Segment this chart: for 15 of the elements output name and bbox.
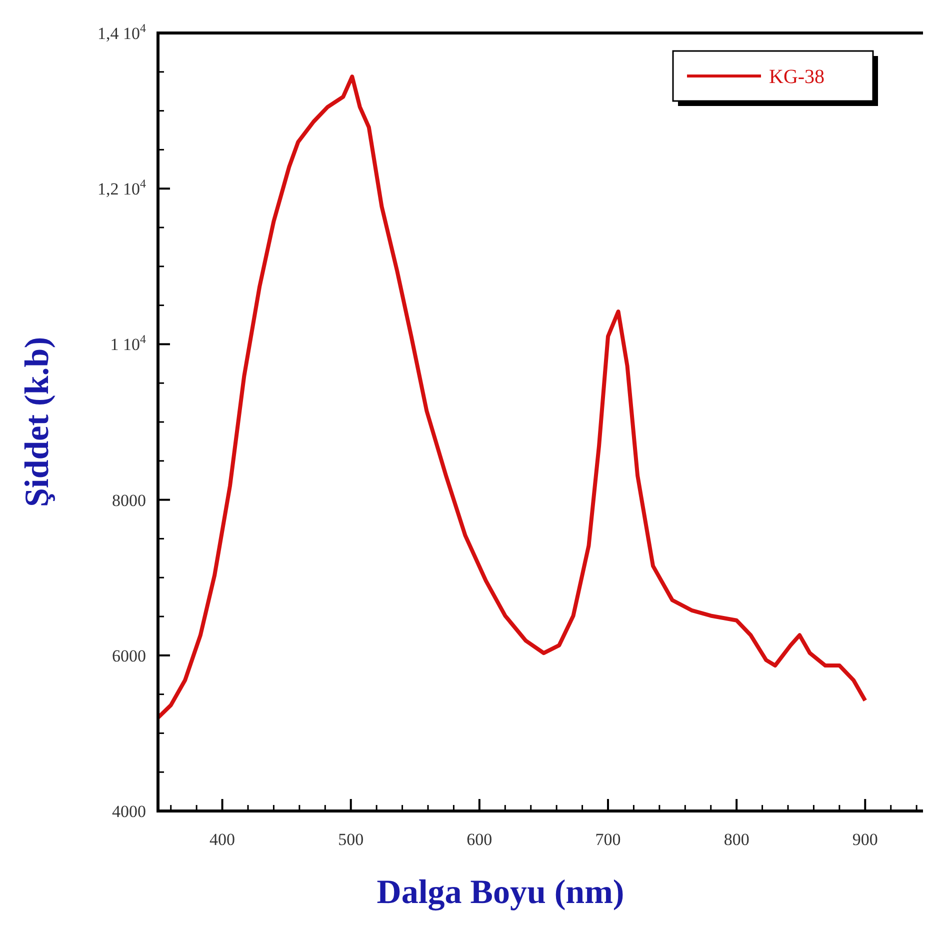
x-tick-label: 800 (724, 830, 750, 849)
y-tick-label: 4000 (112, 802, 146, 821)
x-tick-label: 600 (466, 830, 492, 849)
y-tick-label: 1 10$^{4}$ (110, 332, 146, 354)
x-tick-label: 900 (852, 830, 878, 849)
y-tick-label: 1,4 10$^{4}$ (98, 20, 146, 43)
x-axis-title: Dalga Boyu (nm) (376, 874, 624, 911)
legend-label: KG-38 (769, 66, 825, 88)
y-tick-label: 1,2 10$^{4}$ (98, 176, 146, 199)
x-tick-label: 400 (210, 830, 236, 849)
y-axis-title: Şiddet (k.b) (19, 336, 56, 508)
y-tick-label: 6000 (112, 646, 146, 666)
y-tick-label: 8000 (112, 490, 146, 510)
x-tick-label: 500 (338, 830, 364, 849)
x-tick-label: 700 (595, 830, 621, 849)
